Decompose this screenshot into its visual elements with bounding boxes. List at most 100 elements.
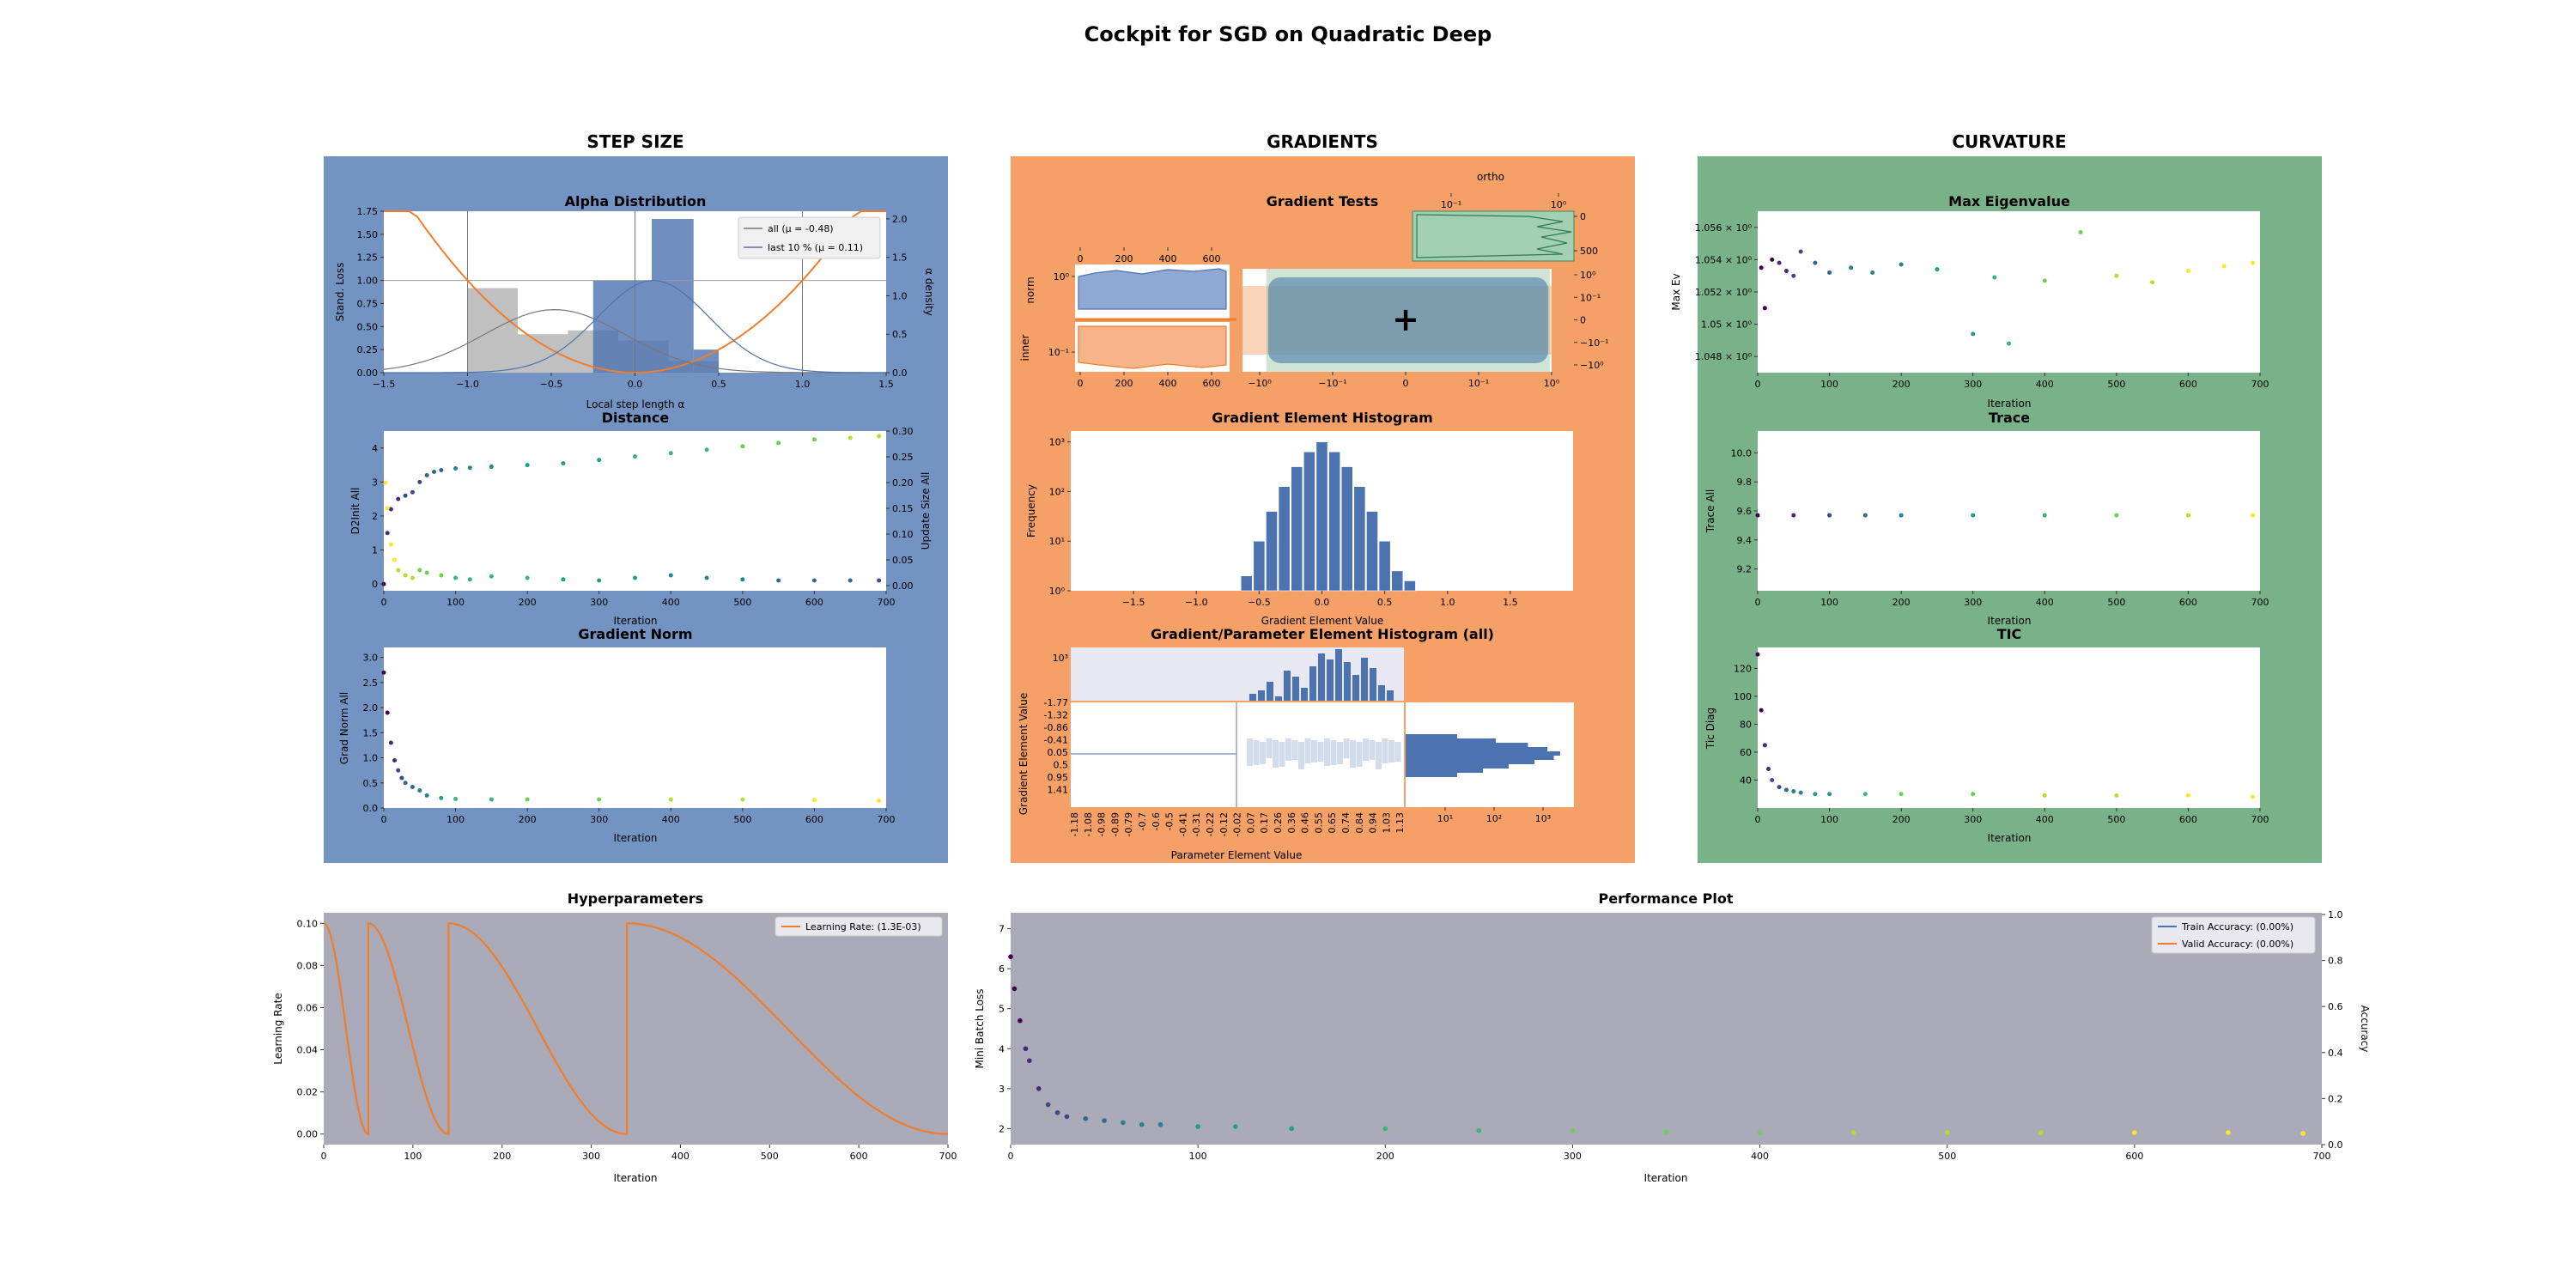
maxev-point <box>2251 260 2256 265</box>
hyper-ytick-label: 0.02 <box>297 1087 319 1098</box>
histogram-xtick-label: 0.0 <box>1315 597 1330 608</box>
maxev-point <box>1849 265 1854 270</box>
maxev-xtick-label: 500 <box>2107 379 2125 390</box>
perf-y2tick-label: 0.4 <box>2328 1048 2343 1059</box>
perf-ytick-label: 5 <box>999 1004 1005 1015</box>
histogram-bar <box>1378 540 1391 592</box>
section-title-gradients: GRADIENTS <box>1267 131 1378 152</box>
alpha-legend: all (μ = -0.48) last 10 % (μ = 0.11) <box>738 216 881 259</box>
tic-point <box>1759 708 1764 713</box>
perf-xtick-label: 200 <box>1376 1151 1394 1162</box>
trace-point <box>2251 513 2256 518</box>
alpha-xtick-label: 0.0 <box>628 379 643 390</box>
gradtests-ortho-panel <box>1412 210 1575 262</box>
hyper-xtick-label: 600 <box>850 1151 868 1162</box>
alpha-legend-all: all (μ = -0.48) <box>768 223 834 234</box>
tic-point <box>1762 743 1767 748</box>
histogram2d-xtick-label: 0.17 <box>1259 812 1270 834</box>
distance-d2init-point <box>811 437 817 442</box>
histogram-xtick-label: −1.5 <box>1122 597 1145 608</box>
distance-d2init-point <box>385 531 390 536</box>
histogram2d-right-bar <box>1406 738 1496 743</box>
distance-xtick-label: 400 <box>662 597 680 608</box>
perf-y2tick-label: 0.6 <box>2328 1001 2343 1012</box>
tic-point <box>1777 785 1782 790</box>
hyper-ytick-label: 0.08 <box>297 960 319 971</box>
histogram2d-ytick-label: 0.05 <box>1048 747 1069 758</box>
distance-ytick-label: 3 <box>372 477 378 488</box>
histogram2d-density-cell <box>1266 738 1273 758</box>
gradtests-top-xtick-label: 0 <box>1078 253 1084 264</box>
perf-loss-point <box>1008 954 1013 960</box>
histogram2d-top-bar <box>1335 649 1342 701</box>
alpha-density-curve <box>383 309 887 374</box>
gradnorm-plot-area <box>384 647 886 808</box>
tic-x-label: Iteration <box>1988 832 2032 844</box>
alpha-x-label: Local step length α <box>586 398 685 410</box>
perf-loss-point <box>1232 1124 1238 1129</box>
histogram2d-top-bar <box>1292 677 1299 701</box>
alpha-xtick-label: −1.0 <box>456 379 479 390</box>
gradtests-ortho-xtick-label: 10⁻¹ <box>1441 199 1461 210</box>
distance-title: Distance <box>602 410 670 426</box>
distance-d2init-point <box>424 472 429 477</box>
histogram-ytick-label: 10¹ <box>1049 536 1065 547</box>
distance-xtick-label: 0 <box>381 597 387 608</box>
histogram2d-top-bar <box>1344 662 1351 701</box>
perf-xtick-label: 0 <box>1008 1151 1014 1162</box>
alpha-density-curve <box>384 279 887 374</box>
histogram2d-xtick-label: 0.84 <box>1354 812 1365 834</box>
gradnorm-point <box>740 797 745 802</box>
distance-d2init-point <box>410 489 415 495</box>
maxev-point <box>1935 267 1940 272</box>
alpha-xtick-label: −0.5 <box>540 379 563 390</box>
gradnorm-point <box>381 670 386 675</box>
gradnorm-xtick-label: 100 <box>447 814 465 825</box>
histogram2d-right-bar <box>1406 747 1547 751</box>
hyper-ytick-label: 0.04 <box>297 1045 319 1056</box>
histogram2d-density-cell <box>1279 742 1285 767</box>
alpha-y2tick-label: 0.5 <box>892 329 908 340</box>
perf-loss-point <box>1083 1115 1089 1121</box>
perf-loss-point <box>1476 1127 1482 1133</box>
distance-update-point <box>633 575 637 580</box>
distance-xtick-label: 300 <box>590 597 608 608</box>
gradtests-top-xtick-label: 400 <box>1159 253 1177 264</box>
distance-y2-label: Update Size All <box>920 472 932 550</box>
hyper-plot-area <box>324 913 948 1145</box>
hyper-xtick-label: 500 <box>761 1151 779 1162</box>
maxev-point <box>1827 270 1832 275</box>
alpha-y2tick-label: 2.0 <box>892 214 908 225</box>
distance-y2tick-label: 0.25 <box>892 452 914 463</box>
maxev-point <box>1870 270 1875 275</box>
histogram-ytick-label: 10⁰ <box>1049 586 1066 597</box>
distance-y2tick-label: 0.10 <box>892 529 914 540</box>
histogram2d-right-bar <box>1406 773 1457 777</box>
alpha-distribution-chart: Alpha Distribution −1.5 −1.0 −0.5 0.0 0.5 1.0… <box>334 193 935 410</box>
tic-point <box>1770 777 1775 782</box>
distance-d2init-point <box>561 461 566 466</box>
alpha-ytick-label: 1.50 <box>357 229 379 240</box>
tic-point <box>1766 766 1771 771</box>
histogram-ytick-label: 10³ <box>1049 437 1065 448</box>
gradtests-plus-marker: + <box>1392 301 1419 338</box>
alpha-y2-label: α density <box>923 268 935 316</box>
trace-point <box>1755 513 1760 518</box>
histogram2d-ytick-label: -1.32 <box>1044 710 1068 721</box>
distance-xtick-label: 700 <box>878 597 896 608</box>
maxev-point <box>1759 265 1764 270</box>
trace-point <box>1827 513 1832 518</box>
gradnorm-point <box>388 740 393 745</box>
hyper-ytick-label: 0.00 <box>297 1129 319 1140</box>
tic-xtick-label: 600 <box>2179 814 2197 825</box>
perf-ytick-label: 3 <box>999 1084 1005 1095</box>
gradnorm-point <box>811 798 817 803</box>
distance-xtick-label: 500 <box>733 597 751 608</box>
hyper-xtick-label: 200 <box>493 1151 511 1162</box>
gradtests-bottom-xtick-label: 200 <box>1115 378 1133 389</box>
gradtests-top-xtick-label: 600 <box>1203 253 1221 264</box>
tic-xtick-label: 300 <box>1964 814 1982 825</box>
histogram-bar <box>1303 451 1315 592</box>
histogram-y-label: Frequency <box>1025 484 1037 538</box>
trace-x-label: Iteration <box>1988 615 2032 627</box>
